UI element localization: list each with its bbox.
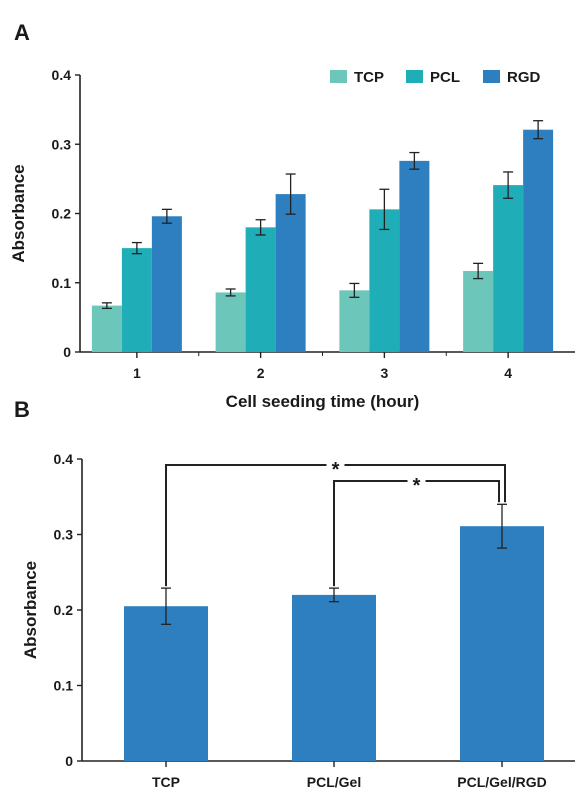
bar-pcl-3	[369, 209, 400, 352]
legend-swatch	[330, 70, 347, 83]
bar-series-tcp	[124, 606, 208, 761]
x-tick-label: PCL/Gel	[307, 774, 361, 789]
bar-rgd-4	[523, 129, 554, 352]
bar-tcp-2	[215, 292, 246, 352]
legend-label: TCP	[354, 69, 384, 86]
legend-swatch	[406, 70, 423, 83]
x-tick-label: TCP	[152, 774, 180, 789]
bar-rgd-1	[151, 216, 182, 352]
significance-bracket: *	[333, 473, 500, 587]
bar-pcl-1	[121, 248, 152, 352]
y-tick-label: 0.3	[52, 136, 72, 152]
x-tick-label: 4	[504, 365, 512, 381]
panel-letter: B	[14, 397, 30, 422]
x-tick-label: 1	[133, 365, 141, 381]
bar-rgd-3	[399, 160, 430, 352]
significance-bracket: *	[165, 457, 506, 587]
bar-pcl-4	[493, 185, 524, 352]
bar-series-pcl-gel-rgd	[460, 526, 544, 761]
bar-tcp-3	[339, 290, 370, 352]
y-tick-label: 0.2	[54, 602, 74, 618]
y-tick-label: 0.4	[52, 67, 72, 83]
y-axis-title: Absorbance	[21, 561, 40, 659]
significance-star: *	[332, 459, 340, 481]
y-tick-label: 0.1	[52, 275, 72, 291]
x-tick-label: PCL/Gel/RGD	[457, 774, 546, 789]
y-tick-label: 0.1	[54, 678, 74, 694]
y-tick-label: 0	[65, 753, 73, 769]
legend-swatch	[483, 70, 500, 83]
significance-star: *	[413, 475, 421, 497]
legend: TCP PCL RGD	[330, 69, 541, 86]
bar-pcl-2	[245, 227, 276, 352]
y-tick-label: 0	[63, 344, 71, 360]
x-tick-label: 3	[380, 365, 388, 381]
bar-rgd-2	[275, 194, 306, 352]
legend-label: RGD	[507, 69, 541, 86]
chart-panel-B: B 0 0.1 0.2 0.3 0.4 Absorbance TCP PCL/Gel PCL/Ge…	[14, 397, 575, 789]
bracket-gap	[407, 473, 426, 487]
chart-panel-A: A 0 0.1 0.2 0.3 0.4 Absorbance 1 2 3 4 TCP PCL RGD Cel…	[9, 20, 575, 411]
y-tick-label: 0.3	[54, 527, 74, 543]
y-axis-title: Absorbance	[9, 164, 28, 262]
x-axis-title: Cell seeding time (hour)	[226, 392, 420, 411]
panel-letter: A	[14, 20, 30, 45]
bar-series-pcl-gel	[292, 594, 376, 761]
bracket-gap	[326, 457, 345, 471]
x-tick-label: 2	[257, 365, 265, 381]
y-tick-label: 0.4	[54, 451, 74, 467]
legend-label: PCL	[430, 69, 460, 86]
bar-tcp-1	[91, 305, 122, 352]
y-tick-label: 0.2	[52, 206, 72, 222]
bracket-line	[165, 464, 506, 587]
bar-tcp-4	[463, 270, 494, 352]
